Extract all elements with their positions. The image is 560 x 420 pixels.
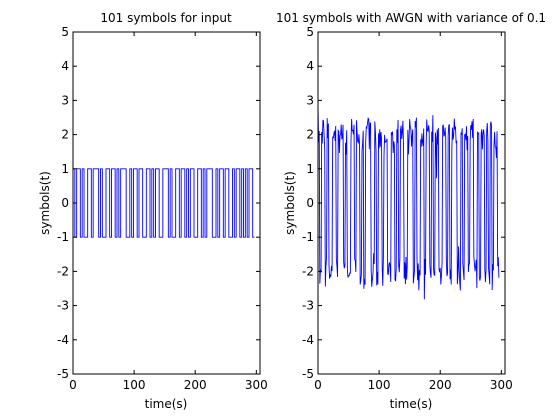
x-tick-label: 300 [490, 378, 513, 392]
y-tick-label: 0 [306, 196, 314, 210]
x-tick-label: 300 [245, 378, 268, 392]
y-tick-label: -2 [302, 264, 314, 278]
y-tick-label: -1 [57, 230, 69, 244]
y-tick-label: 3 [61, 93, 69, 107]
input-symbols-chart: 101 symbols for input 0 100 200 300 -5 -4 -3 -2… [38, 11, 268, 411]
y-tick-label: -5 [57, 367, 69, 381]
ticks-group: 0 100 200 300 -5 -4 -3 -2 -1 0 1 2 3 4 5 [57, 25, 268, 392]
series-line-0 [73, 168, 255, 238]
y-tick-label: -3 [302, 299, 314, 313]
series-group [73, 168, 255, 238]
x-tick-label: 200 [429, 378, 452, 392]
x-tick-label: 200 [184, 378, 207, 392]
y-tick-label: -4 [302, 333, 314, 347]
y-tick-label: 5 [61, 25, 69, 39]
y-axis-label: symbols(t) [283, 171, 297, 235]
y-tick-label: 4 [306, 59, 314, 73]
y-tick-label: 1 [306, 162, 314, 176]
chart-title: 101 symbols with AWGN with variance of 0… [276, 11, 546, 25]
x-axis-label: time(s) [145, 397, 188, 411]
chart-title: 101 symbols for input [100, 11, 232, 25]
y-tick-label: 4 [61, 59, 69, 73]
y-axis-label: symbols(t) [38, 171, 52, 235]
y-tick-label: -5 [302, 367, 314, 381]
series-group [317, 104, 500, 300]
x-tick-label: 100 [368, 378, 391, 392]
y-tick-label: -1 [302, 230, 314, 244]
ticks-group: 0 100 200 300 -5 -4 -3 -2 -1 0 1 2 3 4 5 [302, 25, 513, 392]
x-tick-label: 0 [69, 378, 77, 392]
y-tick-label: 1 [61, 162, 69, 176]
y-tick-label: -4 [57, 333, 69, 347]
awgn-symbols-chart: 101 symbols with AWGN with variance of 0… [276, 11, 546, 411]
y-tick-label: 5 [306, 25, 314, 39]
y-tick-label: 2 [61, 128, 69, 142]
y-tick-label: 0 [61, 196, 69, 210]
x-tick-label: 100 [123, 378, 146, 392]
y-tick-label: -3 [57, 299, 69, 313]
y-tick-label: -2 [57, 264, 69, 278]
x-tick-label: 0 [314, 378, 322, 392]
y-tick-label: 2 [306, 128, 314, 142]
y-tick-label: 3 [306, 93, 314, 107]
series-line-1 [317, 104, 500, 300]
x-axis-label: time(s) [390, 397, 433, 411]
